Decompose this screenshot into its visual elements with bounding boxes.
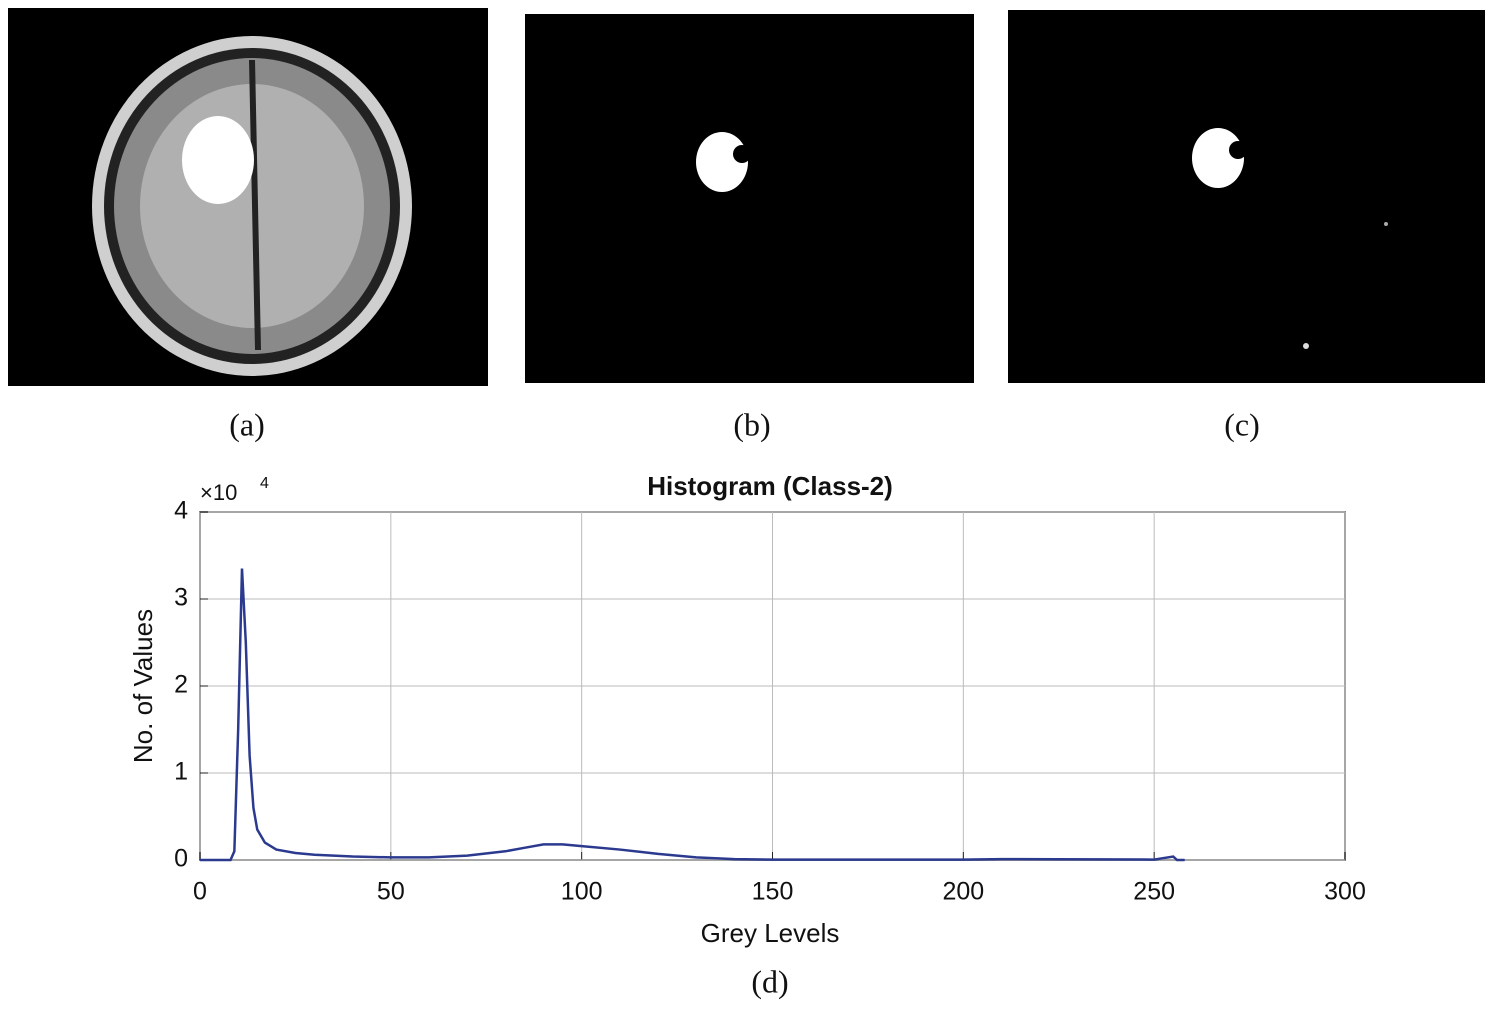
y-tick-label: 2 — [174, 671, 188, 699]
caption: (a) — [229, 406, 265, 442]
x-tick-label: 50 — [377, 878, 405, 906]
y-tick-label: 3 — [174, 584, 188, 612]
caption: (c) — [1224, 406, 1260, 442]
y-tick-label: 1 — [174, 758, 188, 786]
y-tick-label: 4 — [174, 497, 188, 525]
y-axis-label: No. of Values — [128, 609, 158, 763]
x-tick-label: 150 — [752, 878, 794, 906]
y-tick-label: 0 — [174, 845, 188, 873]
x-tick-label: 300 — [1324, 878, 1366, 906]
caption: (b) — [733, 406, 770, 442]
x-axis-label: Grey Levels — [701, 918, 840, 948]
data-line — [200, 568, 1185, 862]
x-tick-label: 250 — [1133, 878, 1175, 906]
x-tick-label: 200 — [942, 878, 984, 906]
y-scale-exponent: 4 — [260, 475, 269, 492]
x-tick-label: 0 — [193, 878, 207, 906]
chart-title: Histogram (Class-2) — [647, 471, 893, 501]
x-tick-label: 100 — [561, 878, 603, 906]
y-scale-base: ×10 — [200, 480, 237, 505]
image-a — [8, 8, 488, 386]
image-c — [1008, 10, 1485, 383]
image-b — [525, 14, 974, 383]
caption: (d) — [751, 963, 788, 999]
